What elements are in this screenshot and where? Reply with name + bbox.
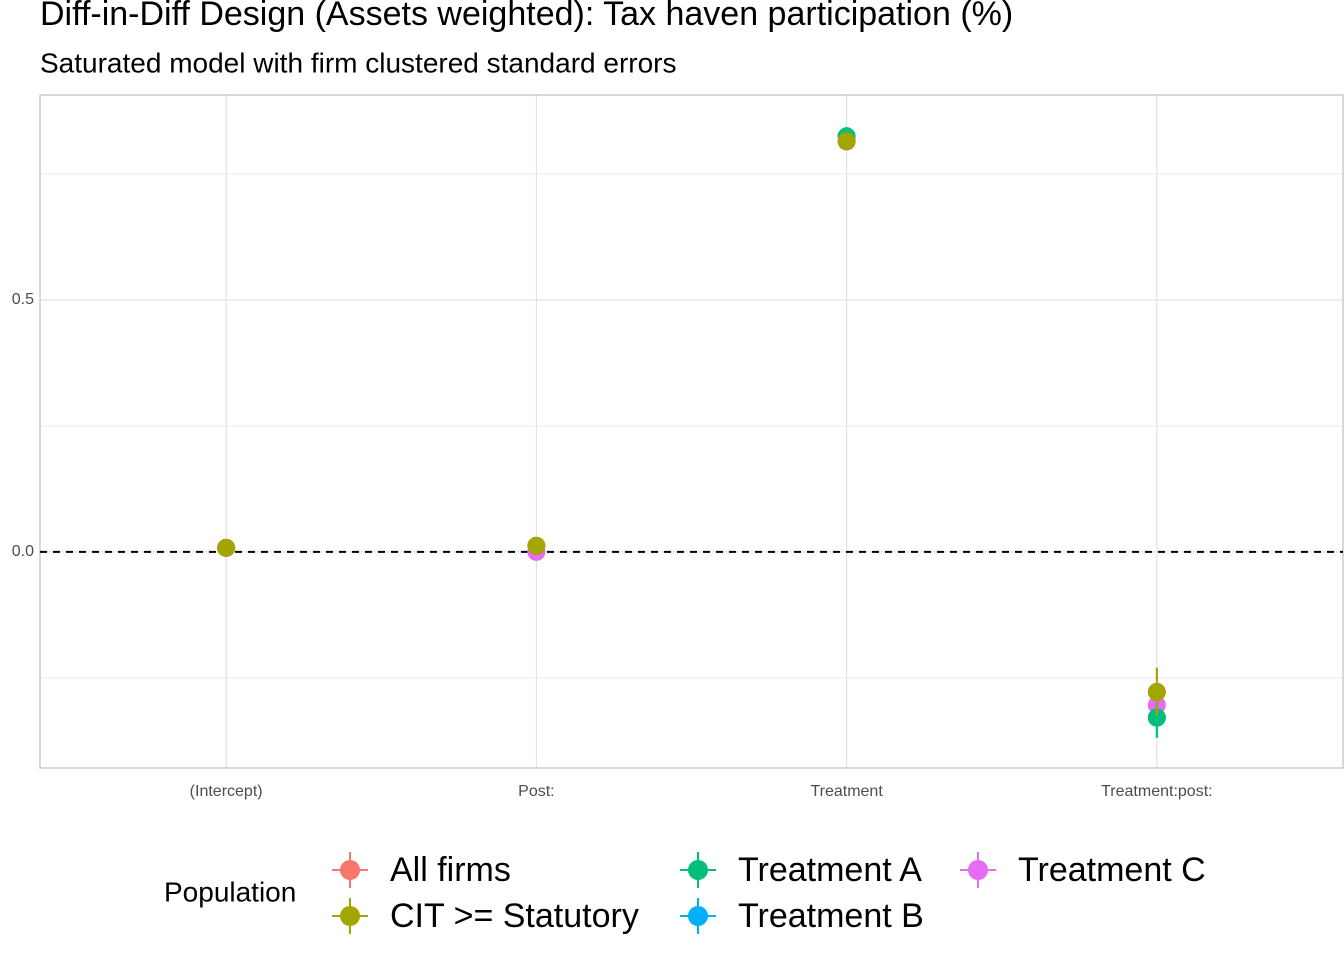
legend-label: Treatment C: [1018, 851, 1206, 889]
y-tick-label: 0.0: [12, 543, 34, 560]
x-tick-label: (Intercept): [190, 783, 263, 800]
point: [837, 132, 856, 151]
legend-key: [968, 860, 988, 880]
legend-key: [340, 860, 360, 880]
legend-label: Treatment B: [738, 897, 924, 935]
legend-key: [340, 906, 360, 926]
point: [1147, 708, 1166, 727]
chart-title: Diff-in-Diff Design (Assets weighted): T…: [40, 0, 1013, 33]
legend-key: [688, 860, 708, 880]
chart-subtitle: Saturated model with firm clustered stan…: [40, 47, 677, 78]
legend-title: Population: [164, 876, 296, 907]
x-tick-label: Treatment: [810, 783, 883, 800]
point: [217, 538, 236, 557]
legend-key: [688, 906, 708, 926]
x-tick-label: Treatment:post:: [1101, 783, 1212, 800]
x-tick-label: Post:: [518, 783, 554, 800]
point: [527, 536, 546, 555]
point: [1147, 682, 1166, 701]
legend-label: Treatment A: [738, 851, 922, 889]
panel-border: [39, 94, 1344, 769]
y-tick-label: 0.5: [12, 291, 34, 308]
legend-label: CIT >= Statutory: [390, 897, 639, 935]
legend-label: All firms: [390, 851, 511, 889]
